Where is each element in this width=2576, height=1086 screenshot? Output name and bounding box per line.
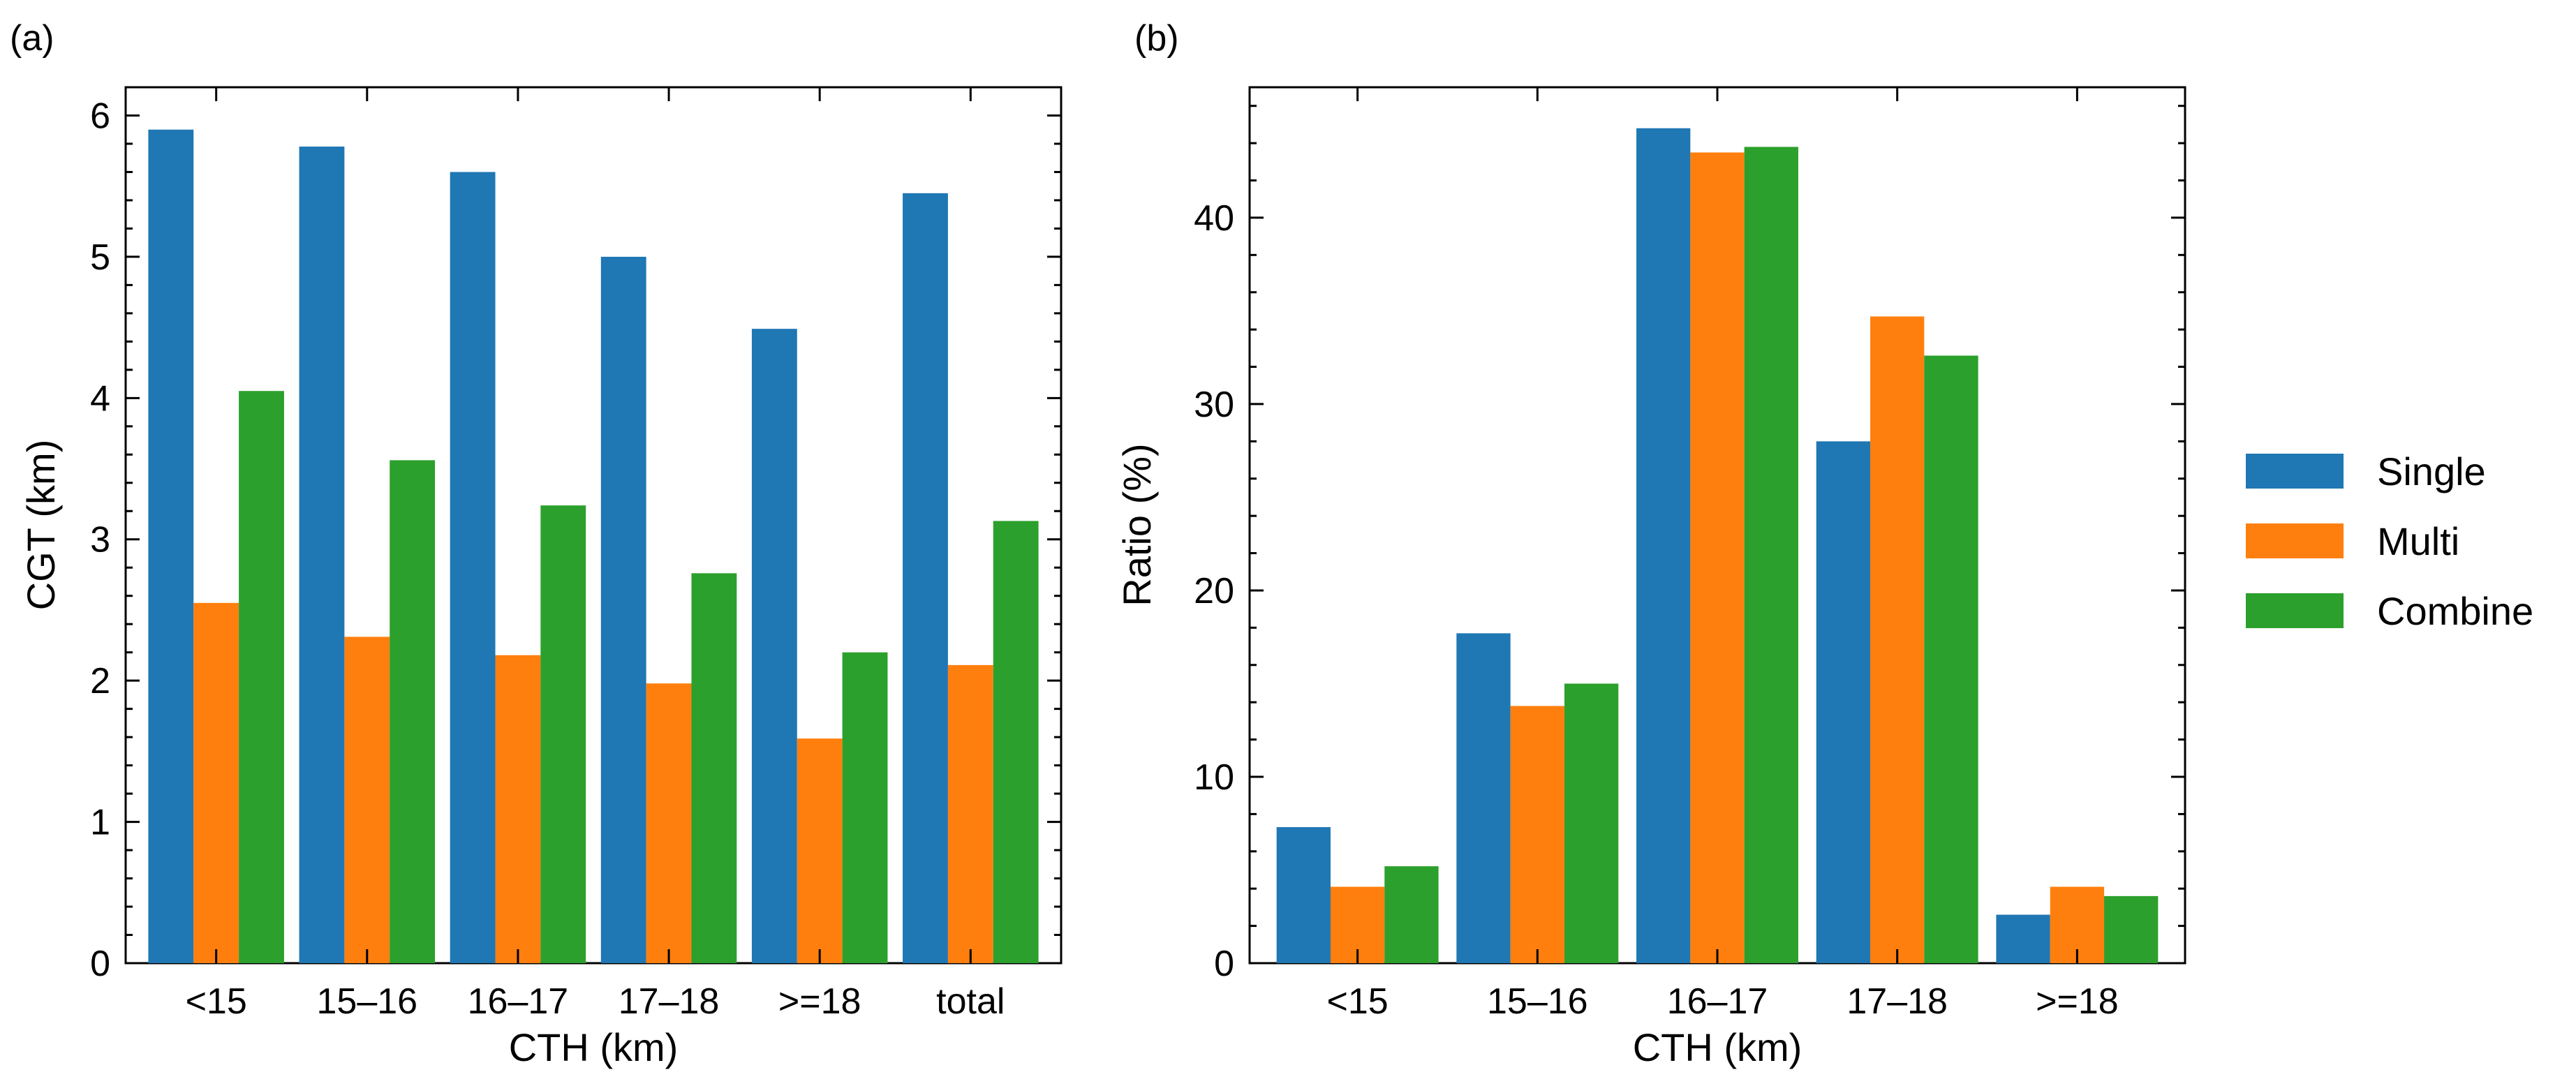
ytick-label-a-1: 1 <box>90 803 110 843</box>
xtick-label-b-16-17: 16–17 <box>1667 981 1768 1022</box>
bar-b-combine-18 <box>2104 895 2159 963</box>
bar-a-single-15-16 <box>299 147 345 964</box>
bar-a-single-16-17 <box>450 172 496 963</box>
bar-a-combine-18 <box>842 652 888 963</box>
panel-b: (b) 0 10 20 30 40 <15 15–16 16–17 17–18 >=18 CTH … <box>1115 18 2186 1069</box>
legend-label-single: Single <box>2377 449 2486 493</box>
legend-swatch-multi <box>2246 523 2344 558</box>
ytick-label-a-3: 3 <box>90 520 110 560</box>
bar-b-single-15-16 <box>1456 633 1511 963</box>
xtick-label-a-18: >=18 <box>778 981 861 1022</box>
ytick-label-b-2: 20 <box>1194 571 1234 611</box>
bar-a-single-17-18 <box>600 256 646 964</box>
xtick-label-b-17-18: 17–18 <box>1846 981 1948 1022</box>
bar-a-combine-15-16 <box>390 460 436 963</box>
xtick-label-a-17-18: 17–18 <box>619 981 720 1022</box>
bar-b-combine-15 <box>1384 866 1439 963</box>
bar-b-multi-15-16 <box>1510 706 1564 963</box>
ytick-label-b-4: 40 <box>1194 198 1234 239</box>
bar-b-single-17-18 <box>1816 441 1871 963</box>
bar-a-multi-15-16 <box>344 637 390 963</box>
bar-a-combine-total <box>993 521 1039 963</box>
panel-a-label: (a) <box>10 18 54 59</box>
legend-label-multi: Multi <box>2377 519 2459 563</box>
ytick-label-a-0: 0 <box>90 944 110 984</box>
ytick-label-a-2: 2 <box>90 661 110 701</box>
bar-b-combine-15-16 <box>1564 683 1619 963</box>
ytick-label-b-1: 10 <box>1194 757 1234 798</box>
panel-a-xlabel: CTH (km) <box>509 1025 679 1069</box>
legend-swatch-single <box>2246 454 2344 489</box>
panel-a-ylabel: CGT (km) <box>19 440 63 611</box>
bar-b-combine-17-18 <box>1924 355 1978 964</box>
bar-b-multi-16-17 <box>1690 152 1745 964</box>
panel-b-bars <box>1276 128 2159 964</box>
panel-b-label: (b) <box>1134 18 1179 59</box>
legend-label-combine: Combine <box>2377 589 2533 633</box>
panel-a: (a) 0 1 2 3 4 5 6 <15 15–16 16–17 17–18 >=18 total C… <box>10 18 1063 1069</box>
ytick-label-a-5: 5 <box>90 237 110 278</box>
bar-b-single-15 <box>1276 827 1331 963</box>
bar-a-single-15 <box>148 129 194 963</box>
panel-a-ticks: 0 1 2 3 4 5 6 <15 15–16 16–17 17–18 >=18 total <box>90 87 1061 1022</box>
bar-a-multi-16-17 <box>495 655 541 963</box>
bar-b-single-16-17 <box>1636 128 1691 964</box>
bar-b-single-18 <box>1996 914 2050 963</box>
panel-a-bars <box>148 129 1039 964</box>
ytick-label-b-0: 0 <box>1214 944 1234 984</box>
panel-b-ticks: 0 10 20 30 40 <15 15–16 16–17 17–18 >=18 <box>1194 87 2185 1022</box>
xtick-label-a-16-17: 16–17 <box>468 981 569 1022</box>
bar-a-multi-15 <box>193 602 239 963</box>
bar-a-combine-17-18 <box>691 573 737 963</box>
panel-b-xlabel: CTH (km) <box>1633 1025 1803 1069</box>
ytick-label-a-6: 6 <box>90 96 110 136</box>
xtick-label-b-15: <15 <box>1327 981 1389 1022</box>
bar-a-single-18 <box>751 329 797 963</box>
bar-a-multi-17-18 <box>646 683 692 963</box>
bar-a-combine-16-17 <box>540 505 586 963</box>
xtick-label-a-total: total <box>936 981 1005 1022</box>
bar-b-multi-17-18 <box>1870 316 1925 963</box>
legend: Single Multi Combine <box>2246 449 2533 633</box>
legend-swatch-combine <box>2246 593 2344 628</box>
xtick-label-b-18: >=18 <box>2036 981 2119 1022</box>
panel-b-ylabel: Ratio (%) <box>1115 443 1159 606</box>
bar-a-multi-18 <box>797 738 843 963</box>
bar-a-single-total <box>903 193 948 964</box>
xtick-label-a-15-16: 15–16 <box>317 981 418 1022</box>
panel-a-frame <box>124 86 1063 965</box>
ytick-label-b-3: 30 <box>1194 385 1234 425</box>
bar-a-multi-total <box>947 664 993 963</box>
xtick-label-a-15: <15 <box>186 981 247 1022</box>
bar-b-combine-16-17 <box>1744 147 1798 964</box>
xtick-label-b-15-16: 15–16 <box>1487 981 1588 1022</box>
ytick-label-a-4: 4 <box>90 378 110 419</box>
bar-a-combine-15 <box>239 391 284 963</box>
